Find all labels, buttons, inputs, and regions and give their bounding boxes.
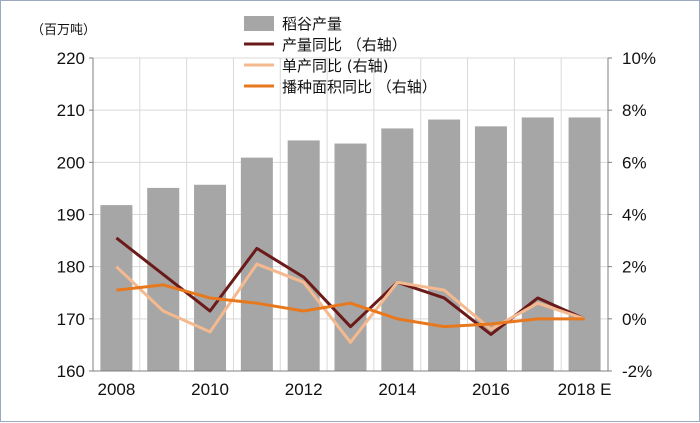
bar-2018-e bbox=[568, 117, 601, 371]
axes: 160 170 180 190 200 210 220 -2% 0% 2% 4% 6% 8% 10% 200… bbox=[57, 49, 656, 399]
left-axis-tick-label: 220 bbox=[57, 49, 85, 68]
right-axis-tick-label: 6% bbox=[622, 153, 647, 172]
x-axis-tick-label: 2012 bbox=[285, 380, 323, 399]
right-axis-tick-label: 4% bbox=[622, 206, 647, 225]
legend-label: 产量同比 （右轴） bbox=[282, 36, 407, 54]
left-axis-tick-label: 180 bbox=[57, 258, 85, 277]
left-axis-tick-label: 160 bbox=[57, 362, 85, 381]
legend-label: 播种面积同比 （右轴） bbox=[282, 78, 437, 96]
legend-label: 稻谷产量 bbox=[282, 15, 342, 33]
bar-2014 bbox=[381, 128, 414, 371]
bar-2012 bbox=[287, 140, 320, 371]
x-axis-tick-label: 2014 bbox=[378, 380, 416, 399]
left-axis-tick-label: 190 bbox=[57, 206, 85, 225]
bar-2009 bbox=[147, 187, 180, 371]
bar-2015 bbox=[428, 119, 461, 371]
line-series-2 bbox=[115, 262, 586, 344]
left-axis-tick-label: 210 bbox=[57, 101, 85, 120]
right-axis-tick-label: -2% bbox=[622, 362, 652, 381]
x-axis-tick-label: 2008 bbox=[97, 380, 135, 399]
x-axis-tick-label: 2010 bbox=[191, 380, 229, 399]
line-series bbox=[115, 236, 586, 344]
right-axis-tick-label: 8% bbox=[622, 101, 647, 120]
legend-swatch-bar bbox=[244, 16, 274, 31]
x-axis-tick-label: 2018 E bbox=[558, 380, 612, 399]
right-axis-tick-label: 10% bbox=[622, 49, 656, 68]
bar-2017 bbox=[521, 117, 554, 371]
left-axis-unit-label: （百万吨） bbox=[31, 23, 96, 38]
right-axis-tick-label: 2% bbox=[622, 258, 647, 277]
bar-series bbox=[100, 117, 601, 371]
left-axis-tick-label: 200 bbox=[57, 153, 85, 172]
line-series-3 bbox=[116, 283, 585, 329]
right-axis-tick-label: 0% bbox=[622, 310, 647, 329]
bar-2010 bbox=[194, 184, 227, 371]
bar-2013 bbox=[334, 143, 367, 371]
x-axis-tick-label: 2016 bbox=[472, 380, 510, 399]
legend-label: 单产同比 (右轴) bbox=[282, 57, 388, 75]
left-axis-tick-label: 170 bbox=[57, 310, 85, 329]
